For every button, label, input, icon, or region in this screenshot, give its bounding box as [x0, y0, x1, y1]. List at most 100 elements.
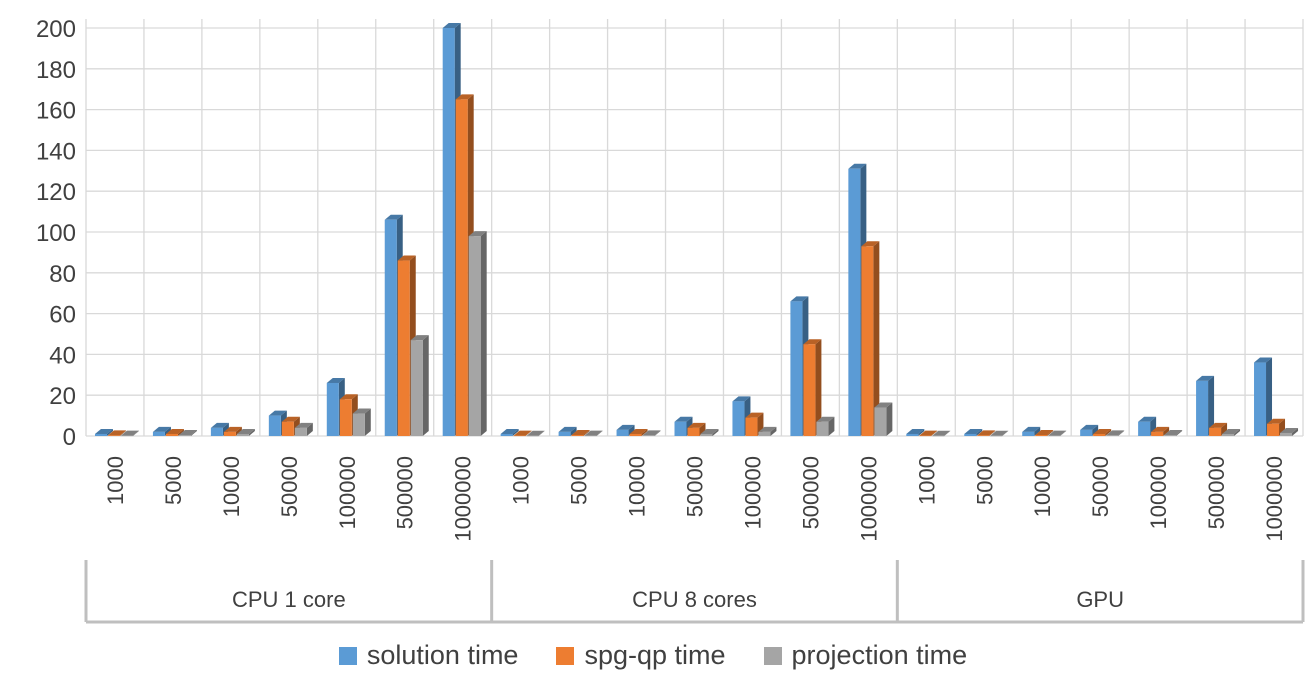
- bar: [1164, 429, 1183, 436]
- bar-front: [1151, 431, 1164, 436]
- bar-top: [990, 430, 1009, 436]
- bar: [932, 430, 951, 437]
- bar-top: [1035, 429, 1054, 435]
- bar-front: [236, 433, 249, 436]
- bar-front: [1254, 362, 1267, 436]
- bar-top: [268, 410, 287, 416]
- bar-front: [758, 431, 771, 436]
- y-tick-label: 40: [49, 342, 76, 369]
- bar: [642, 430, 661, 436]
- bar-top: [758, 426, 777, 432]
- x-tick-label: 1000: [509, 456, 534, 505]
- x-tick-label: 1000000: [451, 456, 476, 542]
- bar-side: [654, 430, 661, 436]
- bar-front: [500, 433, 513, 436]
- bar-front: [326, 382, 339, 436]
- bar-top: [1209, 422, 1228, 428]
- bar-top: [107, 430, 126, 436]
- bar-side: [1118, 430, 1125, 436]
- bar-side: [770, 426, 777, 436]
- legend-item-solution-time: solution time: [338, 640, 518, 671]
- bar: [1151, 426, 1170, 436]
- bar-side: [422, 335, 429, 436]
- bar-top: [455, 94, 474, 100]
- x-tick-label: 10000: [625, 456, 650, 517]
- bar-top: [223, 426, 242, 432]
- bar: [1209, 422, 1228, 436]
- bar-top: [1254, 357, 1273, 363]
- y-tick-label: 60: [49, 302, 76, 329]
- bar-top: [1222, 428, 1241, 434]
- bar-side: [1034, 426, 1041, 436]
- y-tick-label: 200: [36, 16, 76, 43]
- y-tick-label: 160: [36, 98, 76, 125]
- legend-swatch: [338, 646, 357, 665]
- bar: [1022, 426, 1041, 436]
- x-tick-label: 100000: [1146, 456, 1171, 529]
- bar-top: [1151, 426, 1170, 432]
- legend-swatch: [763, 646, 782, 665]
- bar-top: [687, 422, 706, 428]
- bar-front: [642, 435, 655, 436]
- bar-side: [306, 422, 313, 436]
- bar-top: [210, 422, 229, 428]
- y-axis: 0 20 40 60 80 100 120 140 160 180 200: [36, 16, 76, 451]
- y-tick-label: 100: [36, 220, 76, 247]
- bar: [964, 428, 983, 436]
- y-tick-label: 140: [36, 138, 76, 165]
- bar-side: [512, 428, 519, 436]
- x-tick-label: 10000: [1030, 456, 1055, 517]
- bar-side: [106, 428, 113, 436]
- bar: [758, 426, 777, 436]
- bar-front: [558, 431, 571, 436]
- bar-front: [584, 435, 597, 437]
- bar: [107, 430, 126, 436]
- bar-top: [1164, 429, 1183, 435]
- bar-top: [384, 214, 403, 220]
- bar-front: [816, 421, 829, 436]
- bar-top: [326, 377, 345, 383]
- x-tick-label: 50000: [1088, 456, 1113, 517]
- bar: [178, 429, 197, 436]
- bar: [1093, 428, 1112, 436]
- bar-top: [745, 412, 764, 418]
- x-tick-label: 5000: [161, 456, 186, 505]
- bar-front: [848, 168, 861, 436]
- bar-side: [976, 428, 983, 436]
- bar: [874, 402, 893, 436]
- bar-top: [584, 430, 603, 436]
- bar-side: [570, 426, 577, 436]
- legend-swatch: [556, 646, 575, 665]
- bar-top: [294, 422, 313, 428]
- bar-front: [803, 344, 816, 436]
- bar: [1106, 430, 1125, 436]
- y-tick-label: 0: [63, 424, 76, 451]
- bars: [94, 23, 1299, 437]
- bar: [584, 430, 603, 437]
- bar-side: [886, 402, 893, 436]
- x-tick-label: 1000000: [1262, 456, 1287, 542]
- bar-front: [178, 434, 191, 436]
- x-tick-label: 10000: [219, 456, 244, 517]
- bar-front: [352, 413, 365, 436]
- bar-top: [1048, 430, 1067, 436]
- bar-side: [132, 430, 139, 436]
- bar-side: [1292, 427, 1299, 436]
- bar: [513, 430, 532, 437]
- bar-side: [1234, 428, 1241, 436]
- y-tick-label: 120: [36, 179, 76, 206]
- bar-side: [596, 430, 603, 436]
- bar: [571, 429, 590, 436]
- bar-top: [803, 339, 822, 345]
- bar-front: [468, 236, 481, 436]
- bar: [616, 424, 635, 436]
- bar-top: [339, 394, 358, 400]
- bar-front: [1035, 434, 1048, 436]
- bar-side: [1105, 428, 1112, 436]
- bar-top: [861, 241, 880, 247]
- bar: [558, 426, 577, 436]
- bar-top: [352, 408, 371, 414]
- bar-front: [1196, 380, 1209, 436]
- bar-side: [815, 339, 822, 436]
